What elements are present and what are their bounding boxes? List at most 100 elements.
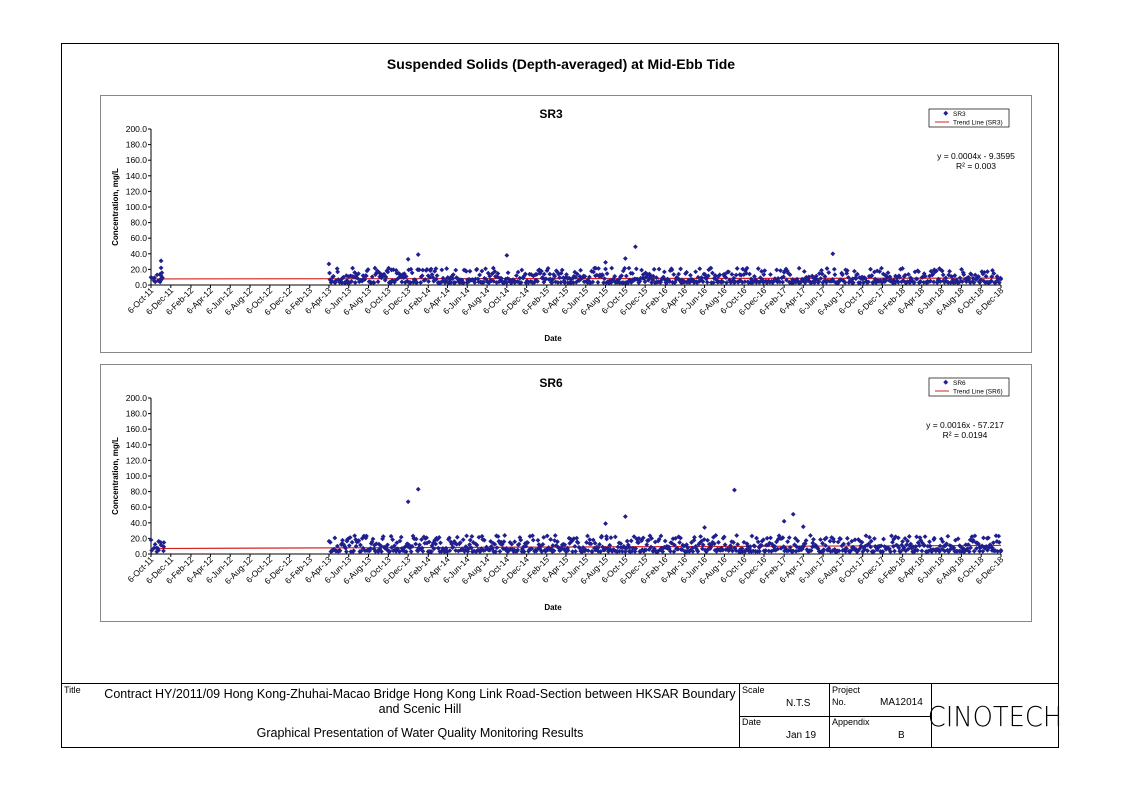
data-point [433,276,439,282]
data-point [623,273,629,279]
data-point [530,533,535,539]
data-point [826,545,832,551]
data-point [989,274,995,280]
data-point [380,534,386,539]
data-point-peak [326,261,332,267]
y-tick-label: 140.0 [126,171,148,181]
data-point [550,543,556,548]
data-point [517,275,523,281]
data-point [689,540,694,545]
data-point [818,537,823,543]
data-point [624,538,630,544]
data-point [768,272,773,277]
data-point [388,533,394,539]
data-point [469,534,475,539]
data-point [633,266,639,272]
y-tick-label: 60.0 [130,233,147,243]
project-label: Project [832,685,861,695]
data-point [159,270,165,276]
data-point [417,542,422,548]
legend: SR3 Trend Line (SR3) [928,108,1010,128]
data-point [908,541,914,547]
data-point [465,548,471,554]
data-point [362,277,368,282]
data-point [806,274,812,280]
data-point [647,533,653,539]
y-tick-label: 20.0 [130,533,147,543]
data-point [701,537,707,542]
data-point [333,278,339,284]
project-no-value: MA12014 [880,697,923,708]
data-point [585,548,591,554]
data-point [548,537,554,542]
data-point-peak [800,524,806,530]
data-point [434,273,440,279]
data-point [558,279,564,285]
legend: SR6 Trend Line (SR6) [928,377,1010,397]
data-point [370,536,376,542]
data-point [853,276,859,282]
data-point [387,549,393,554]
data-point [881,536,886,542]
data-point [963,542,969,548]
data-point [801,269,807,274]
data-point [551,548,557,554]
contract-title-line1: Contract HY/2011/09 Hong Kong-Zhuhai-Mac… [104,687,736,701]
data-point [795,538,801,544]
y-tick-label: 40.0 [130,518,147,528]
data-point [424,266,430,272]
data-point [734,266,740,271]
data-point [996,280,1002,286]
data-point [756,545,762,550]
data-point [588,541,594,547]
data-point [559,267,565,273]
data-point [878,543,884,549]
y-tick-label: 180.0 [126,409,148,419]
data-point [426,279,431,284]
data-point [889,533,894,539]
data-point [760,537,766,543]
data-point [922,543,927,548]
data-point [835,280,841,285]
data-point [865,279,871,285]
data-point [822,536,828,542]
data-point [638,549,644,554]
data-point [552,533,558,538]
data-point [672,542,677,548]
data-point [487,273,493,279]
data-point [844,546,849,551]
data-point [836,548,842,554]
data-point [660,549,666,555]
data-point [331,547,337,552]
data-point [915,540,921,546]
data-point-peak [732,487,737,493]
scale-value: N.T.S [786,698,811,709]
data-point [644,542,650,548]
data-point [378,271,384,277]
data-point [755,266,761,272]
data-point [689,545,695,551]
data-point [409,270,415,276]
data-point [436,535,442,540]
data-point [544,533,550,539]
data-point [711,280,716,286]
data-point [761,272,767,277]
data-point [380,536,385,542]
data-point [749,533,755,539]
data-point [535,537,541,543]
data-point [824,266,830,271]
data-point [500,546,506,552]
data-point [426,539,432,545]
data-point [354,272,360,278]
data-point [552,273,558,279]
data-point [529,546,535,552]
data-point [618,545,624,550]
data-point [580,275,586,281]
data-point [521,549,527,555]
data-point [914,276,920,282]
data-point [906,271,911,277]
data-point [453,267,459,273]
data-point [671,272,677,277]
data-point [808,548,814,554]
data-point [515,279,520,284]
